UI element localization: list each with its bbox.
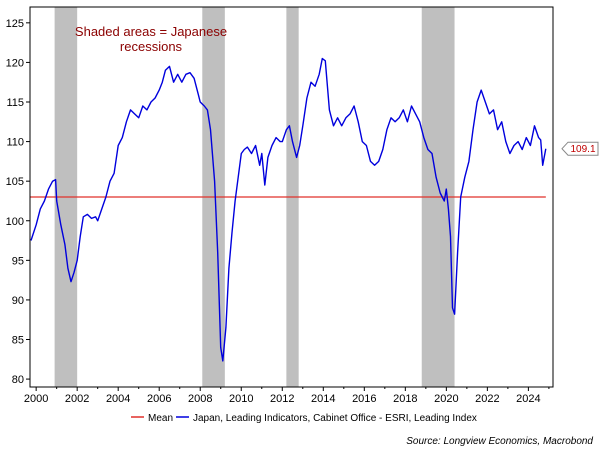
last-value-callout: 109.1 bbox=[561, 141, 599, 156]
annotation-line-1: Shaded areas = Japanese bbox=[75, 24, 227, 39]
x-tick-label: 2014 bbox=[311, 393, 335, 405]
x-tick-label: 2008 bbox=[188, 393, 212, 405]
x-tick-label: 2022 bbox=[475, 393, 499, 405]
x-tick-label: 2006 bbox=[147, 393, 171, 405]
x-tick-label: 2018 bbox=[393, 393, 417, 405]
y-tick-label: 110 bbox=[6, 137, 24, 149]
y-tick-label: 120 bbox=[6, 57, 24, 69]
y-tick-label: 85 bbox=[12, 335, 24, 347]
y-tick-label: 80 bbox=[12, 374, 24, 386]
x-axis: 2000 2002 2004 2006 2008 2010 2012 2014 2016 2018… bbox=[24, 387, 550, 405]
legend-label: Japan, Leading Indicators, Cabinet Offic… bbox=[193, 413, 477, 424]
source-note: Source: Longview Economics, Macrobond bbox=[406, 436, 593, 447]
x-tick-label: 2016 bbox=[352, 393, 376, 405]
x-tick-label: 2020 bbox=[434, 393, 458, 405]
series-group bbox=[30, 57, 547, 362]
x-tick-label: 2010 bbox=[229, 393, 253, 405]
legend-label: Mean bbox=[148, 413, 173, 424]
series-line bbox=[30, 57, 547, 362]
last-value-label: 109.1 bbox=[570, 144, 595, 155]
legend: Mean Japan, Leading Indicators, Cabinet O… bbox=[131, 413, 477, 424]
y-tick-label: 125 bbox=[6, 18, 24, 30]
x-tick-label: 2012 bbox=[270, 393, 294, 405]
y-tick-label: 115 bbox=[6, 97, 24, 109]
y-tick-label: 90 bbox=[12, 295, 24, 307]
y-tick-label: 105 bbox=[6, 176, 24, 188]
annotation-line-2: recessions bbox=[120, 39, 183, 54]
x-tick-label: 2002 bbox=[65, 393, 89, 405]
y-tick-label: 100 bbox=[6, 216, 24, 228]
y-tick-label: 95 bbox=[12, 255, 24, 267]
last-value-box bbox=[561, 141, 599, 156]
x-tick-label: 2004 bbox=[106, 393, 130, 405]
x-tick-label: 2000 bbox=[24, 393, 48, 405]
x-tick-label: 2024 bbox=[516, 393, 540, 405]
y-axis: 80 85 90 95 100 105 110 115 120 125 bbox=[6, 18, 30, 386]
plot-frame bbox=[29, 6, 554, 388]
